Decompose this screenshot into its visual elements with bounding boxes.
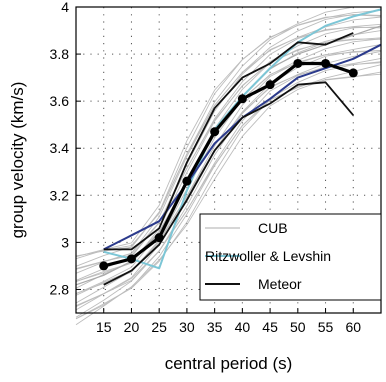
series-line-meteor-upper (103, 32, 354, 251)
x-tick-label: 50 (290, 319, 306, 335)
x-tick-label: 25 (151, 319, 167, 335)
x-tick-label: 45 (262, 319, 278, 335)
legend-label-ritzwoller: Ritzwoller & Levshin (205, 248, 331, 264)
y-tick-label: 3.2 (50, 187, 70, 203)
tick-labels: 15 20 25 30 35 40 45 50 55 60 2.8 3 3.2 3.4 3.6 3.8 4 (50, 0, 362, 335)
plot-frame (75, 6, 382, 314)
ticks (76, 6, 354, 313)
mean-point (154, 233, 164, 243)
mean-point (237, 94, 247, 104)
mean-point (265, 80, 275, 90)
series-line-meteor-lower (103, 81, 354, 286)
x-tick-label: 60 (345, 319, 361, 335)
x-tick-label: 35 (207, 319, 223, 335)
y-tick-label: 3.8 (50, 46, 70, 62)
cub-ensemble-line (75, 9, 382, 257)
mean-point (293, 58, 303, 68)
legend-label-cub: CUB (258, 220, 288, 236)
x-axis-label: central period (s) (165, 354, 293, 373)
y-tick-label: 3.4 (50, 140, 70, 156)
mean-point (99, 261, 109, 271)
x-tick-label: 20 (124, 319, 140, 335)
x-tick-label: 15 (96, 319, 112, 335)
y-tick-label: 3.6 (50, 93, 70, 109)
mean-point (126, 254, 136, 264)
y-tick-label: 4 (61, 0, 69, 15)
x-tick-label: 55 (318, 319, 334, 335)
cub-ensemble-line (75, 6, 381, 258)
y-axis-label: group velocity (km/s) (8, 82, 27, 239)
mean-point (210, 127, 220, 137)
cub-ensemble-line (75, 61, 382, 318)
legend: CUB Ritzwoller & Levshin Meteor (199, 213, 382, 301)
x-tick-label: 30 (179, 319, 195, 335)
legend-label-meteor: Meteor (258, 276, 302, 292)
series-line-mean (103, 61, 354, 268)
mean-point (348, 68, 358, 78)
y-tick-label: 3 (61, 234, 69, 250)
cub-ensemble-line (75, 44, 382, 294)
y-tick-label: 2.8 (50, 281, 70, 297)
mean-point (182, 176, 192, 186)
mean-point (321, 58, 331, 68)
series-layer (75, 8, 382, 286)
mean-markers (99, 58, 358, 271)
x-tick-label: 40 (235, 319, 251, 335)
